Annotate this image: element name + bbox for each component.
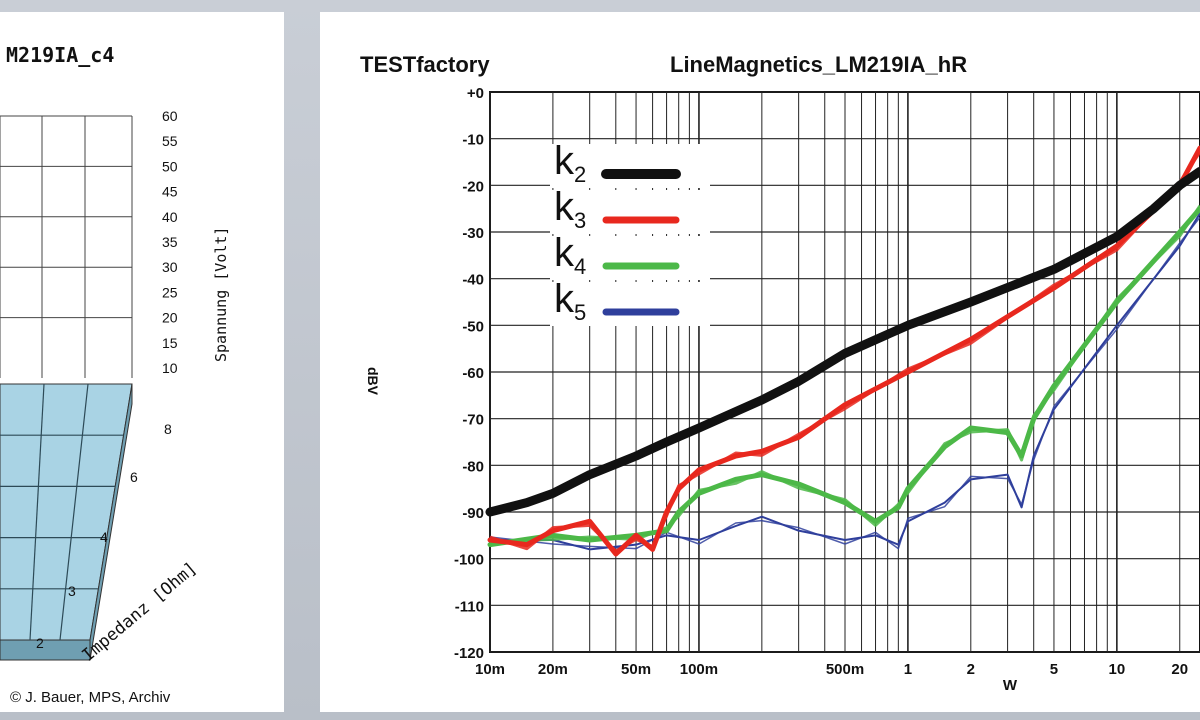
voltage-tick-label: 50	[162, 158, 178, 174]
x-tick-label: 1	[904, 661, 912, 678]
voltage-surface	[0, 383, 133, 661]
legend-label-k2: k2	[554, 139, 586, 187]
left-chart-title: M219IA_c4	[6, 43, 114, 67]
back-wall-grid	[0, 115, 133, 378]
impedance-tick-label: 3	[68, 583, 76, 599]
voltage-tick-label: 45	[162, 184, 178, 200]
legend-bg	[550, 144, 710, 188]
voltage-tick-label: 30	[162, 259, 178, 275]
legend-label-k5: k5	[554, 277, 586, 325]
y-tick-label: -40	[462, 272, 484, 289]
y-tick-label: -90	[462, 505, 484, 522]
x-tick-label: 20m	[538, 661, 568, 678]
x-tick-label: 5	[1050, 661, 1058, 678]
y-tick-label: -70	[462, 412, 484, 429]
x-axis-ticks: 10m 20m 50m 100m 500m 1 2 5 10 20	[475, 661, 1188, 678]
legend-bg	[550, 282, 710, 326]
y-tick-label: -50	[462, 318, 484, 335]
y-tick-label: +0	[467, 85, 484, 102]
y-tick-label: -30	[462, 225, 484, 242]
series-k4-line-alt	[489, 204, 1200, 544]
legend-bg	[550, 236, 710, 280]
impedance-tick-label: 2	[36, 635, 44, 651]
y-tick-label: -10	[462, 132, 484, 149]
right-chart-panel: TESTfactory LineMagnetics_LM219IA_hR +0 -…	[320, 12, 1200, 712]
y-axis-ticks: +0 -10 -20 -30 -40 -50 -60 -70 -80 -90 -100 -110 -12…	[454, 85, 484, 662]
y-tick-label: -120	[454, 645, 484, 662]
y-axis-label: dBV	[365, 367, 381, 396]
impedance-tick-label: 4	[100, 529, 108, 545]
x-tick-label: 500m	[826, 661, 864, 678]
voltage-tick-label: 20	[162, 310, 178, 326]
voltage-axis-ticks: 60 55 50 45 40 35 30 25 20 15 10	[162, 108, 178, 376]
voltage-tick-label: 25	[162, 284, 178, 300]
voltage-tick-label: 60	[162, 108, 178, 124]
series-k2-line	[485, 166, 1200, 517]
voltage-tick-label: 55	[162, 133, 178, 149]
x-tick-label: 100m	[680, 661, 718, 678]
x-axis-label: W	[1003, 677, 1018, 694]
y-tick-label: -110	[455, 598, 484, 615]
surface-grid-line	[29, 383, 45, 641]
impedance-tick-label: 8	[164, 421, 172, 437]
impedance-tick-label: 6	[130, 469, 138, 485]
voltage-tick-label: 15	[162, 335, 178, 351]
series-lines	[485, 145, 1200, 557]
brand-label: TESTfactory	[360, 52, 490, 77]
x-tick-label: 10m	[475, 661, 505, 678]
series-k5-line-alt	[489, 216, 1200, 550]
legend-label-k4: k4	[554, 231, 586, 279]
image-credit: © J. Bauer, MPS, Archiv	[10, 689, 171, 706]
legend-label-k3: k3	[554, 185, 586, 233]
y-tick-label: -100	[454, 552, 484, 569]
chart-title: LineMagnetics_LM219IA_hR	[670, 52, 967, 77]
x-tick-label: 50m	[621, 661, 651, 678]
y-tick-label: -60	[462, 365, 484, 382]
voltage-tick-label: 10	[162, 360, 178, 376]
surface-front	[0, 639, 91, 661]
y-tick-label: -20	[462, 178, 484, 195]
voltage-tick-label: 35	[162, 234, 178, 250]
voltage-tick-label: 40	[162, 209, 178, 225]
y-tick-label: -80	[462, 458, 484, 475]
impedance-axis-ticks: 8 6 4 3 2	[36, 421, 172, 651]
harmonic-distortion-chart: TESTfactory LineMagnetics_LM219IA_hR +0 -…	[360, 52, 1200, 694]
surface-grid-line	[59, 383, 89, 641]
x-tick-label: 2	[967, 661, 975, 678]
voltage-axis-label: Spannung [Volt]	[212, 227, 230, 362]
x-tick-label: 20	[1171, 661, 1188, 678]
left-chart-panel: M219IA_c4 60 55 50 45 40 35 30 25 20 15 10 Spannun…	[0, 12, 284, 712]
legend-bg	[550, 190, 710, 234]
series-k3-line-alt	[489, 151, 1200, 553]
impedance-voltage-3d-chart: M219IA_c4 60 55 50 45 40 35 30 25 20 15 10 Spannun…	[0, 43, 230, 666]
x-tick-label: 10	[1109, 661, 1126, 678]
